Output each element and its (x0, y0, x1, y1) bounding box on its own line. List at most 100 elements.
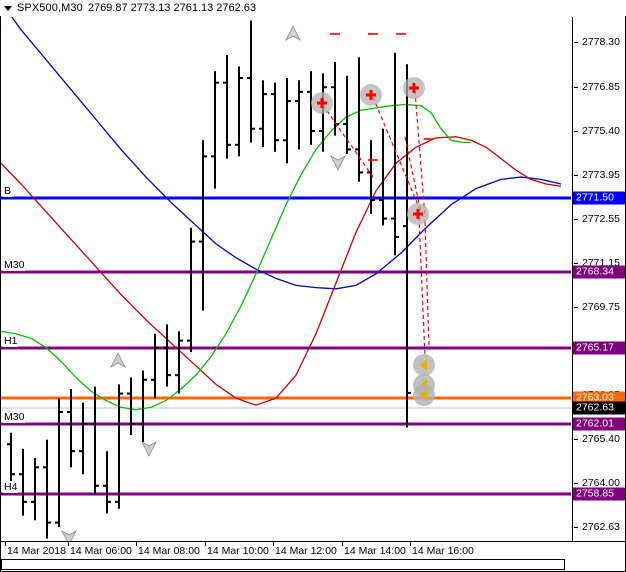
level-tag-M30: M30 (3, 259, 26, 271)
marker-arrow-down-silver (330, 154, 346, 171)
price-tick-label: 2775.40 (582, 125, 620, 137)
price-badge-2771.50[interactable]: 2771.50 (573, 191, 625, 205)
price-badge-2763.03[interactable]: 2763.03 (573, 391, 625, 405)
arrow-up-glyph (110, 352, 126, 369)
price-bar (295, 80, 303, 150)
time-axis-label: 14 Mar 06:00 (70, 545, 132, 557)
level-tag-B: B (3, 185, 13, 197)
level-tag-H4: H4 (3, 481, 19, 493)
price-tick-label: 2772.55 (582, 213, 620, 225)
price-bar (199, 140, 207, 311)
chevron-down-icon[interactable] (4, 6, 12, 11)
marker-cross-red (407, 203, 429, 225)
price-badge-2762.01[interactable]: 2762.01 (573, 417, 625, 431)
price-bar (331, 61, 339, 136)
price-badge-2762.63[interactable]: 2762.63 (573, 401, 625, 415)
price-bar (259, 80, 267, 148)
axis-separator (572, 17, 573, 541)
price-bar (79, 402, 87, 475)
price-bar (235, 66, 243, 157)
time-tick-mark (205, 541, 206, 546)
price-tick-label: 2769.75 (582, 301, 620, 313)
price-bar (91, 386, 99, 495)
trend-dash-4 (424, 221, 430, 348)
price-tick-mark (574, 219, 578, 220)
horizontal-scrollbar[interactable] (1, 559, 625, 571)
plot-area[interactable]: B M30 H1 M30 H4 (1, 17, 571, 541)
price-bar (307, 71, 315, 145)
level-tag-H1: H1 (3, 335, 19, 347)
price-bar (223, 55, 231, 159)
arrow-left-glyph (420, 359, 427, 371)
price-tick-label: 2762.63 (582, 521, 620, 533)
time-tick-mark (273, 541, 274, 546)
horizontal-levels-group (1, 196, 571, 496)
price-badge-2768.34[interactable]: 2768.34 (573, 265, 625, 279)
price-bar (151, 333, 159, 399)
arrow-left-glyph (420, 389, 427, 401)
price-bar (43, 439, 51, 539)
marker-cross-red (403, 77, 425, 99)
plot-canvas (1, 17, 571, 541)
arrow-down-glyph (61, 529, 77, 541)
symbol-period-label: SPX500,M30 (17, 2, 83, 14)
time-axis[interactable]: 14 Mar 2018 14 Mar 06:00 14 Mar 08:00 14 Ma… (1, 541, 625, 559)
price-tick-label: 2765.40 (582, 433, 620, 445)
price-bar (175, 331, 183, 394)
price-tick-mark (574, 307, 578, 308)
arrow-down-glyph (141, 440, 157, 457)
price-bar (67, 388, 75, 468)
time-axis-separator (1, 541, 625, 542)
marker-arrow-down-silver (61, 529, 77, 541)
price-bar (127, 377, 135, 436)
time-tick-mark (5, 541, 6, 546)
moving-averages-group (1, 17, 562, 411)
marker-arrow-up-silver (285, 25, 301, 42)
price-tick-label: 2776.85 (582, 81, 620, 93)
price-tick-mark (574, 42, 578, 43)
price-tick-mark (574, 131, 578, 132)
price-bars-group (7, 20, 411, 539)
price-bar (19, 448, 27, 516)
price-bar (187, 227, 195, 353)
time-axis-label: 14 Mar 12:00 (275, 545, 337, 557)
price-bar (367, 140, 375, 214)
time-axis-label: 14 Mar 16:00 (412, 545, 474, 557)
time-axis-label: 14 Mar 2018 (7, 545, 66, 557)
time-tick-mark (342, 541, 343, 546)
price-badge-2758.85[interactable]: 2758.85 (573, 487, 625, 501)
price-badge-2765.17[interactable]: 2765.17 (573, 341, 625, 355)
scrollbar-track[interactable] (1, 559, 565, 570)
price-tick-label: 2764.00 (582, 477, 620, 489)
trend-dash-3 (414, 90, 426, 218)
price-bar (247, 20, 255, 143)
level-tag-M30: M30 (3, 411, 26, 423)
arrow-down-glyph (330, 154, 346, 171)
price-bar (379, 128, 387, 226)
marker-arrow-gold (413, 384, 435, 406)
price-bar (55, 398, 63, 528)
arrow-up-glyph (285, 25, 301, 42)
marker-arrow-up-silver (110, 352, 126, 369)
price-bar (103, 451, 111, 514)
price-bar (355, 57, 363, 182)
marker-arrow-down-silver (141, 440, 157, 457)
price-axis[interactable]: 2778.30 2776.85 2775.40 2773.95 2772.55 2771.… (572, 17, 625, 541)
price-bar (391, 52, 399, 256)
price-tick-mark (574, 527, 578, 528)
trend-dash-1 (322, 104, 374, 178)
ma-slow-line (11, 17, 562, 290)
marker-arrow-gold (413, 354, 435, 376)
price-tick-mark (574, 175, 578, 176)
trend-dash-5 (418, 216, 426, 358)
time-axis-label: 14 Mar 14:00 (344, 545, 406, 557)
price-tick-mark (574, 483, 578, 484)
price-bar (139, 370, 147, 442)
price-tick-mark (574, 263, 578, 264)
signal-markers-group (61, 25, 435, 541)
price-bar (7, 432, 15, 486)
price-tick-mark (574, 439, 578, 440)
ma-fast-line (1, 103, 471, 411)
ma-mid-line (1, 136, 562, 406)
time-tick-mark (68, 541, 69, 546)
